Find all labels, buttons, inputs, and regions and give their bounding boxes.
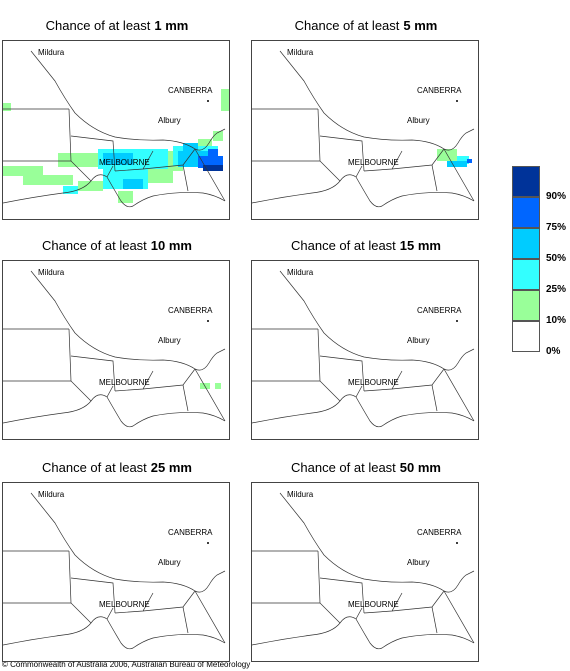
map: Mildura CANBERRA Albury MELBOURNE (3, 268, 230, 440)
place-label: Mildura (38, 490, 65, 499)
panel-title-text: Chance of at least (294, 18, 400, 33)
place-label: Mildura (38, 48, 65, 57)
place-label: Albury (158, 558, 181, 567)
state-outline (252, 271, 474, 427)
copyright: © Commonwealth of Australia 2006, Austra… (2, 660, 251, 669)
map: Mildura CANBERRA Albury MELBOURNE (3, 490, 230, 662)
legend-label: 25% (546, 284, 567, 295)
rain-cell (467, 159, 472, 163)
place-label: CANBERRA (168, 306, 213, 315)
panel-title-text: Chance of at least (291, 238, 396, 253)
place-label: CANBERRA (168, 86, 213, 95)
rain-cell (123, 179, 143, 189)
place-label: MELBOURNE (348, 158, 399, 167)
map: Mildura CANBERRA Albury MELBOURNE (252, 490, 479, 662)
rain-cell (447, 161, 467, 167)
map: Mildura CANBERRA Albury MELBOURNE (3, 48, 229, 220)
place-label: MELBOURNE (99, 600, 150, 609)
rain-cell (63, 186, 78, 194)
panel-title: Chance of at least 1 mm (2, 18, 232, 33)
legend-swatch (512, 321, 540, 352)
place-label: Mildura (287, 268, 314, 277)
rain-cell (23, 175, 73, 185)
city-dot (207, 100, 209, 102)
place-label: MELBOURNE (99, 378, 150, 387)
city-dot (207, 542, 209, 544)
panel-amount: 25 mm (150, 460, 192, 475)
rain-cell (183, 143, 198, 151)
rain-cell (213, 131, 223, 141)
panel-amount: 50 mm (399, 460, 441, 475)
place-label: MELBOURNE (348, 378, 399, 387)
state-outline (3, 493, 225, 649)
legend-swatch (512, 290, 540, 321)
rain-cell (215, 383, 221, 389)
panel-title: Chance of at least 50 mm (251, 460, 481, 475)
place-label: Albury (407, 558, 430, 567)
state-outline (3, 271, 225, 427)
panel-title: Chance of at least 15 mm (251, 238, 481, 253)
city-dot (207, 320, 209, 322)
place-label: Mildura (287, 490, 314, 499)
map: Mildura CANBERRA Albury MELBOURNE (252, 48, 479, 220)
place-label: Albury (407, 116, 430, 125)
place-label: CANBERRA (417, 306, 462, 315)
legend-label: 90% (546, 191, 567, 202)
panel-amount: 5 mm (403, 18, 438, 33)
legend-label: 10% (546, 315, 567, 326)
panel-amount: 15 mm (399, 238, 441, 253)
place-label: Albury (407, 336, 430, 345)
map-panel: Mildura CANBERRA Albury MELBOURNE (251, 40, 479, 220)
map-panel: Mildura CANBERRA Albury MELBOURNE (251, 260, 479, 440)
map-panel: Mildura CANBERRA Albury MELBOURNE (2, 260, 230, 440)
rain-cell (208, 149, 218, 157)
rain-cell (58, 153, 103, 167)
map-panel: Mildura CANBERRA Albury MELBOURNE (2, 40, 230, 220)
place-label: Albury (158, 336, 181, 345)
city-dot (456, 320, 458, 322)
legend-label: 75% (546, 222, 567, 233)
legend-label: 0% (546, 346, 561, 357)
panel-title-text: Chance of at least (291, 460, 396, 475)
legend-label: 50% (546, 253, 567, 264)
rain-cell (3, 166, 43, 176)
rain-cell (3, 103, 11, 111)
rain-cell (457, 156, 469, 164)
panel-title-text: Chance of at least (42, 238, 147, 253)
place-label: CANBERRA (417, 528, 462, 537)
panel-title: Chance of at least 25 mm (2, 460, 232, 475)
place-label: CANBERRA (168, 528, 213, 537)
legend-swatch (512, 197, 540, 228)
legend-swatch (512, 259, 540, 290)
city-dot (456, 100, 458, 102)
legend-swatch (512, 166, 540, 197)
place-label: CANBERRA (417, 86, 462, 95)
panel-title: Chance of at least 10 mm (2, 238, 232, 253)
map: Mildura CANBERRA Albury MELBOURNE (252, 268, 479, 440)
rain-cell (118, 191, 133, 203)
city-dot (456, 542, 458, 544)
place-label: Mildura (38, 268, 65, 277)
rain-cell (437, 149, 457, 161)
panel-amount: 10 mm (150, 238, 192, 253)
panel-title-text: Chance of at least (42, 460, 147, 475)
panel-title-text: Chance of at least (45, 18, 151, 33)
place-label: Albury (158, 116, 181, 125)
rain-cell (103, 153, 133, 165)
rain-cell (78, 181, 103, 191)
map-panel: Mildura CANBERRA Albury MELBOURNE (251, 482, 479, 662)
rain-cell (143, 171, 173, 183)
place-label: MELBOURNE (348, 600, 399, 609)
panel-amount: 1 mm (154, 18, 189, 33)
rain-cell (203, 165, 223, 171)
panel-title: Chance of at least 5 mm (251, 18, 481, 33)
place-label: Mildura (287, 48, 314, 57)
rain-cell (221, 89, 229, 111)
map-panel: Mildura CANBERRA Albury MELBOURNE (2, 482, 230, 662)
legend-swatch (512, 228, 540, 259)
state-outline (252, 493, 474, 649)
state-outline (252, 51, 474, 207)
place-label: MELBOURNE (99, 158, 150, 167)
